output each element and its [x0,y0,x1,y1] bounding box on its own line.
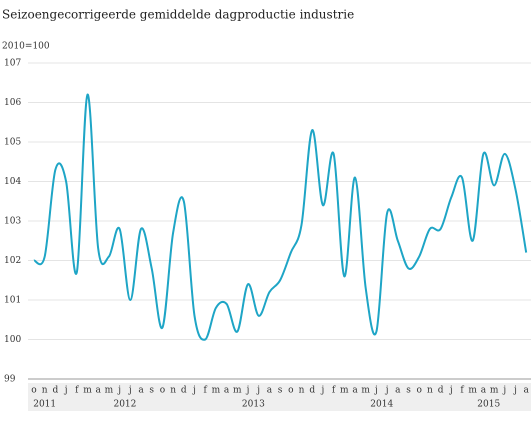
y-tick-label: 99 [4,375,16,385]
unit-label: 2010=100 [2,42,50,52]
x-tick-label: m [212,386,221,396]
x-tick-label: m [233,386,242,396]
x-tick-label: a [395,386,401,396]
y-tick-label: 100 [4,335,21,345]
x-tick-label: j [449,386,453,396]
x-tick-label: a [481,386,487,396]
year-label: 2015 [477,400,500,410]
x-tick-label: m [340,386,349,396]
year-label: 2014 [370,400,393,410]
x-tick-label: j [385,386,389,396]
x-tick-label: o [416,386,421,396]
y-tick-label: 103 [4,217,21,227]
year-label: 2012 [113,400,136,410]
x-tick-label: s [149,386,154,396]
x-tick-label: j [321,386,325,396]
x-tick-label: a [267,386,273,396]
x-tick-label: m [468,386,477,396]
x-tick-label: j [246,386,250,396]
x-tick-label: n [170,386,176,396]
x-tick-label: n [427,386,433,396]
x-tick-label: d [181,386,187,396]
x-tick-label: m [105,386,114,396]
x-tick-label: a [96,386,102,396]
x-tick-label: j [64,386,68,396]
x-tick-label: n [299,386,305,396]
data-line [33,93,528,341]
x-tick-label: a [352,386,358,396]
x-tick-label: j [374,386,378,396]
x-tick-label: m [83,386,92,396]
x-tick-label: f [75,386,79,396]
x-tick-label: o [288,386,293,396]
x-tick-label: s [406,386,411,396]
y-tick-label: 106 [4,98,21,108]
x-tick-label: j [117,386,121,396]
y-tick-label: 104 [4,177,21,187]
x-tick-label: d [53,386,59,396]
year-label: 2013 [242,400,265,410]
year-label: 2011 [33,400,56,410]
y-tick-label: 102 [4,256,21,266]
x-tick-label: o [160,386,165,396]
x-tick-label: j [256,386,260,396]
x-tick-label: j [513,386,517,396]
x-tick-label: f [204,386,208,396]
x-tick-label: j [502,386,506,396]
x-tick-label: m [361,386,370,396]
x-tick-label: d [309,386,315,396]
chart-title: Seizoengecorrigeerde gemiddelde dagprodu… [2,8,354,22]
x-tick-label: n [42,386,48,396]
x-axis-band [28,383,531,411]
x-tick-label: m [490,386,499,396]
y-tick-label: 105 [4,138,21,148]
x-tick-label: j [128,386,132,396]
x-tick-label: o [31,386,36,396]
x-tick-label: d [438,386,444,396]
x-tick-label: f [460,386,464,396]
x-tick-label: s [278,386,283,396]
x-tick-label: a [524,386,530,396]
x-tick-label: f [332,386,336,396]
y-tick-label: 107 [4,59,21,69]
y-tick-label: 101 [4,296,21,306]
x-tick-label: a [138,386,144,396]
x-tick-label: a [224,386,230,396]
x-tick-label: j [192,386,196,396]
